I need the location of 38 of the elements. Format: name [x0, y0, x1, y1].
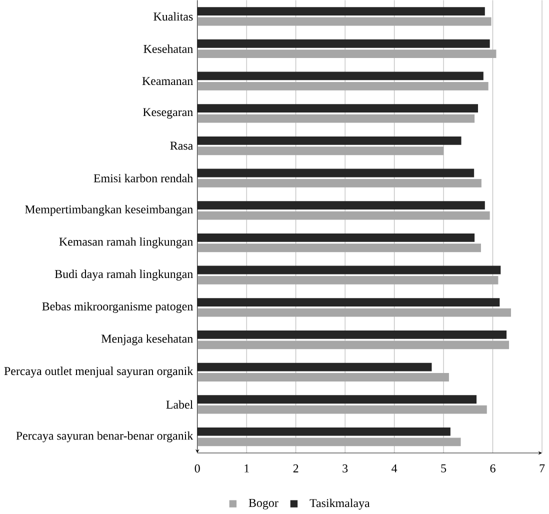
y-tick-label: Keamanan — [142, 77, 193, 86]
y-tick-label: Mempertimbangkan keseimbangan — [25, 205, 193, 216]
x-tick-label: 0 — [194, 464, 200, 473]
y-tick-label: Kualitas — [154, 12, 193, 21]
bar — [197, 136, 462, 146]
y-tick-label: Kesehatan — [144, 44, 193, 54]
bar — [197, 104, 478, 113]
bar — [197, 298, 500, 307]
y-tick-label: Menjaga kesehatan — [101, 334, 193, 346]
x-tick-label: 5 — [441, 464, 446, 473]
x-tick-label: 1 — [244, 464, 249, 472]
y-tick-label: Rasa — [170, 142, 193, 150]
bar — [197, 330, 507, 340]
x-tick-label: 7 — [540, 464, 545, 472]
bar — [197, 234, 475, 242]
bar — [197, 428, 450, 436]
bar — [197, 7, 485, 16]
bar — [197, 168, 474, 178]
x-tick-label: 6 — [490, 464, 496, 473]
y-tick-label: Bebas mikroorganisme patogen — [42, 302, 193, 314]
x-tick-label: 4 — [392, 464, 398, 472]
x-tick-label: 2 — [293, 464, 298, 473]
y-tick-label: Percaya sayuran benar-benar organik — [16, 432, 194, 442]
y-tick-label: Kemasan ramah lingkungan — [59, 238, 193, 248]
bar — [197, 363, 432, 372]
bar — [197, 266, 501, 274]
legend-label: Bogor — [248, 499, 278, 510]
y-tick-label: Percaya outlet menjual sayuran organik — [4, 366, 194, 378]
y-tick-label: Budi daya ramah lingkungan — [54, 270, 193, 281]
bar — [197, 40, 490, 48]
legend-label: Tasikmalaya — [310, 498, 370, 510]
x-tick-label: 3 — [342, 464, 348, 473]
y-tick-label: Emisi karbon rendah — [94, 174, 193, 182]
y-tick-label: Kesegaran — [142, 108, 193, 119]
bar — [197, 395, 477, 404]
bar — [197, 72, 484, 80]
y-tick-label: Label — [166, 400, 193, 409]
bar — [197, 201, 485, 210]
